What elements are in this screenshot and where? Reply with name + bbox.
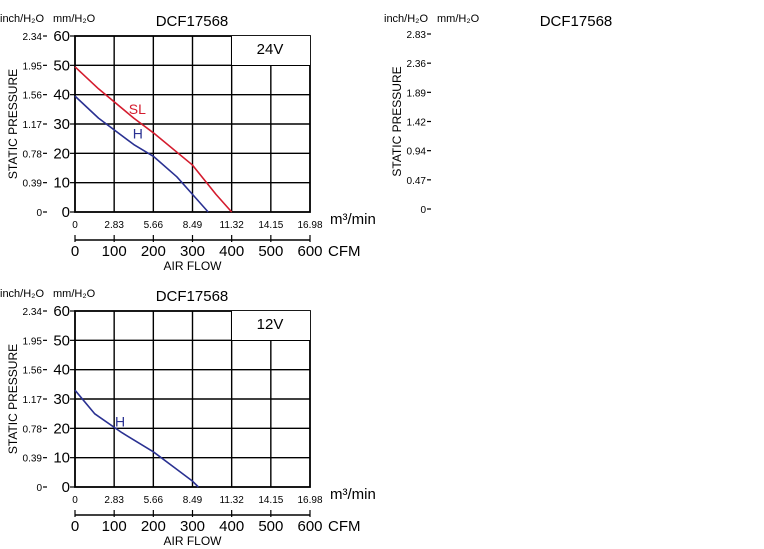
y-tick-mm-label: 60 [53, 303, 70, 320]
y-tick-inch-label: 0 [36, 483, 42, 494]
y-tick-mm-label: 10 [53, 175, 70, 192]
y-tick-inch-label: 1.42 [407, 118, 427, 129]
x-axis-title: AIR FLOW [163, 534, 222, 548]
x-tick-cfm-label: 200 [141, 518, 166, 535]
x-tick-cfm-label: 100 [102, 243, 127, 260]
y-tick-inch-label: 0.94 [407, 147, 427, 158]
series-label-h: H [133, 126, 143, 142]
x-tick-m3-label: 2.83 [104, 220, 124, 231]
x-tick-cfm-label: 0 [71, 243, 79, 260]
y-tick-mm-label: 30 [53, 116, 70, 133]
y-tick-mm-label: 30 [53, 391, 70, 408]
x-unit-m3-label: m³/min [330, 211, 376, 228]
series-label-h: H [115, 414, 125, 430]
y-tick-inch-label: 1.17 [23, 120, 43, 131]
voltage-label: 24V [257, 41, 284, 58]
x-unit-cfm-label: CFM [328, 243, 361, 260]
x-tick-m3-label: 0 [72, 495, 78, 506]
y-tick-mm-label: 60 [53, 28, 70, 45]
series-line-h [74, 389, 199, 488]
y-tick-mm-label: 50 [53, 332, 70, 349]
y-tick-inch-label: 0.78 [23, 424, 43, 435]
x-tick-m3-label: 8.49 [183, 220, 203, 231]
x-tick-cfm-label: 400 [219, 243, 244, 260]
x-tick-m3-label: 16.98 [297, 220, 322, 231]
voltage-label: 12V [257, 316, 284, 333]
y-tick-mm-label: 10 [53, 450, 70, 467]
x-tick-cfm-label: 500 [258, 243, 283, 260]
unit-mm-label: mm/H₂O [53, 288, 96, 300]
voltage-label-background [232, 311, 310, 340]
y-tick-inch-label: 2.83 [407, 30, 427, 41]
x-tick-cfm-label: 200 [141, 243, 166, 260]
y-tick-mm-label: 0 [62, 204, 70, 221]
y-tick-mm-label: 40 [53, 87, 70, 104]
y-tick-inch-label: 1.89 [407, 88, 427, 99]
x-tick-cfm-label: 300 [180, 518, 205, 535]
unit-mm-label: mm/H₂O [53, 13, 96, 25]
chart-panel-48v: DCF17568inch/H₂Omm/H₂O72604836241202.832… [384, 13, 613, 216]
y-tick-inch-label: 2.34 [23, 307, 43, 318]
x-tick-m3-label: 5.66 [144, 495, 164, 506]
x-tick-cfm-label: 600 [297, 243, 322, 260]
y-axis-title: STATIC PRESSURE [390, 66, 404, 176]
x-tick-m3-label: 14.15 [258, 495, 283, 506]
voltage-label-background [232, 36, 310, 65]
x-tick-cfm-label: 400 [219, 518, 244, 535]
y-tick-mm-label: 50 [53, 57, 70, 74]
x-tick-m3-label: 0 [72, 220, 78, 231]
unit-mm-label: mm/H₂O [437, 13, 480, 25]
chart-title: DCF17568 [156, 288, 229, 305]
y-tick-inch-label: 0.47 [407, 176, 427, 187]
x-axis-title: AIR FLOW [163, 259, 222, 273]
x-tick-m3-label: 5.66 [144, 220, 164, 231]
x-tick-m3-label: 16.98 [297, 495, 322, 506]
y-tick-inch-label: 1.56 [23, 366, 43, 377]
y-tick-inch-label: 1.95 [23, 336, 43, 347]
y-tick-inch-label: 2.34 [23, 32, 43, 43]
x-tick-cfm-label: 300 [180, 243, 205, 260]
y-tick-inch-label: 1.17 [23, 395, 43, 406]
unit-inch-label: inch/H₂O [384, 13, 428, 25]
y-tick-mm-label: 20 [53, 145, 70, 162]
y-tick-inch-label: 0 [420, 205, 426, 216]
x-tick-cfm-label: 100 [102, 518, 127, 535]
y-tick-inch-label: 0.39 [23, 454, 43, 465]
x-tick-m3-label: 11.32 [220, 495, 245, 506]
x-tick-m3-label: 11.32 [220, 220, 245, 231]
y-tick-inch-label: 0.78 [23, 149, 43, 160]
series-label-sl: SL [129, 101, 146, 117]
chart-title: DCF17568 [540, 13, 613, 30]
x-unit-cfm-label: CFM [328, 518, 361, 535]
x-tick-cfm-label: 600 [297, 518, 322, 535]
unit-inch-label: inch/H₂O [0, 288, 44, 300]
x-tick-m3-label: 2.83 [104, 495, 124, 506]
y-tick-mm-label: 0 [62, 479, 70, 496]
y-tick-mm-label: 40 [53, 362, 70, 379]
y-tick-mm-label: 20 [53, 420, 70, 437]
x-tick-cfm-label: 500 [258, 518, 283, 535]
unit-inch-label: inch/H₂O [0, 13, 44, 25]
x-tick-m3-label: 14.15 [258, 220, 283, 231]
y-tick-inch-label: 1.95 [23, 61, 43, 72]
y-tick-inch-label: 2.36 [407, 59, 427, 70]
chart-title: DCF17568 [156, 13, 229, 30]
y-tick-inch-label: 1.56 [23, 91, 43, 102]
y-axis-title: STATIC PRESSURE [6, 69, 20, 179]
x-unit-m3-label: m³/min [330, 486, 376, 503]
y-tick-inch-label: 0 [36, 208, 42, 219]
x-tick-m3-label: 8.49 [183, 495, 203, 506]
x-tick-cfm-label: 0 [71, 518, 79, 535]
y-axis-title: STATIC PRESSURE [6, 344, 20, 454]
y-tick-inch-label: 0.39 [23, 179, 43, 190]
